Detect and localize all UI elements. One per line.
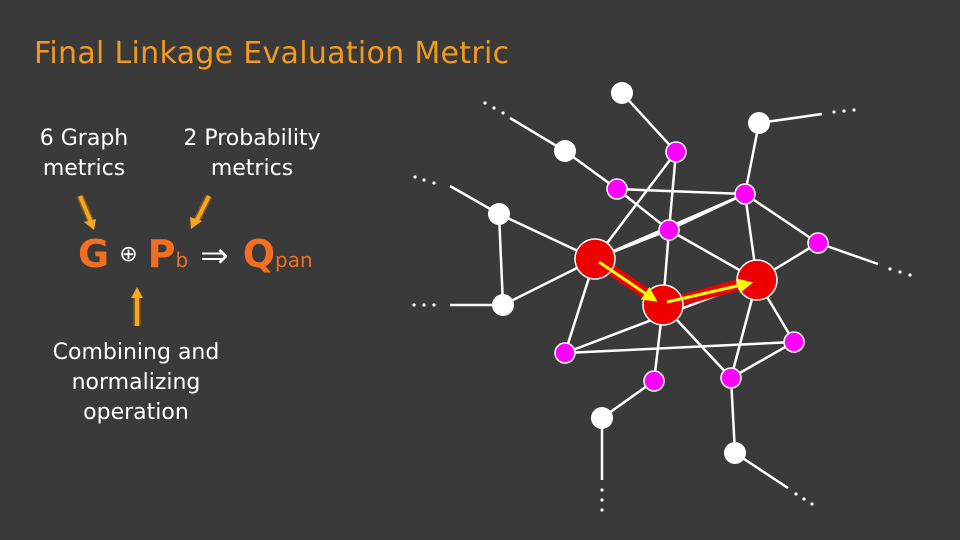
white-node [554, 140, 576, 162]
edge [743, 122, 761, 195]
slide-title: Final Linkage Evaluation Metric [34, 36, 510, 71]
edge [594, 151, 677, 260]
edge [744, 192, 819, 245]
red-nodes [574, 238, 778, 326]
probability-metrics-line1: 2 Probability [183, 126, 321, 151]
probability-metrics-label: 2 Probability metrics [164, 124, 340, 184]
graph-metrics-line2: metrics [42, 156, 126, 181]
ellipsis-right [888, 267, 912, 277]
edge [616, 188, 670, 231]
red-node-2 [642, 284, 684, 326]
magenta-node [807, 232, 829, 254]
path-arrow-icon [598, 260, 658, 302]
combining-label: Combining and normalizing operation [30, 338, 242, 428]
ellipsis-left-lower [412, 303, 436, 307]
combining-line1: Combining and [52, 340, 220, 365]
magenta-node [643, 370, 665, 392]
edge [621, 92, 677, 153]
edge [729, 377, 737, 454]
magenta-node [720, 367, 742, 389]
continuation-dots [412, 101, 912, 512]
magenta-node [665, 141, 687, 163]
formula-g: G [78, 232, 110, 276]
magenta-node [783, 331, 805, 353]
implies-symbol: ⇒ [200, 236, 229, 276]
magenta-node [606, 178, 628, 200]
graph-metrics-line1: 6 Graph [39, 126, 129, 151]
formula-p: P [147, 232, 176, 276]
formula-p-subscript: b [175, 248, 189, 272]
magenta-nodes [554, 141, 829, 392]
ellipsis-top-left [483, 101, 505, 115]
white-node [488, 203, 510, 225]
combining-line3: operation [83, 400, 189, 425]
magenta-node [734, 183, 756, 205]
ellipsis-bottom-right [794, 492, 814, 506]
magenta-node [658, 219, 680, 241]
ellipsis-left-upper [413, 175, 436, 185]
probability-metrics-line2: metrics [210, 156, 294, 181]
path-arrows [598, 260, 753, 304]
edge [616, 187, 746, 196]
white-node [591, 407, 613, 429]
oplus-symbol: ⊕ [119, 242, 138, 267]
probability-metrics-arrow-icon [190, 194, 213, 229]
formula-arrows [76, 194, 213, 326]
graph-metrics-label: 6 Graph metrics [22, 124, 146, 184]
white-node [724, 442, 746, 464]
graph-metrics-arrow-icon [76, 194, 96, 230]
red-node-3 [736, 259, 778, 301]
edge [730, 340, 795, 380]
ellipsis-top-right [832, 108, 856, 114]
white-node [748, 112, 770, 134]
formula-q: Q [242, 232, 276, 276]
combining-line2: normalizing [71, 370, 201, 395]
combining-arrow-icon [131, 287, 143, 326]
white-node [611, 82, 633, 104]
white-node [492, 294, 514, 316]
ellipsis-bottom [600, 488, 604, 512]
red-node-1 [574, 238, 616, 280]
magenta-node [554, 342, 576, 364]
edge [564, 340, 795, 355]
formula-q-subscript: pan [275, 248, 313, 272]
white-nodes [488, 82, 770, 464]
edge [497, 213, 505, 306]
path-arrow-icon [666, 278, 753, 304]
